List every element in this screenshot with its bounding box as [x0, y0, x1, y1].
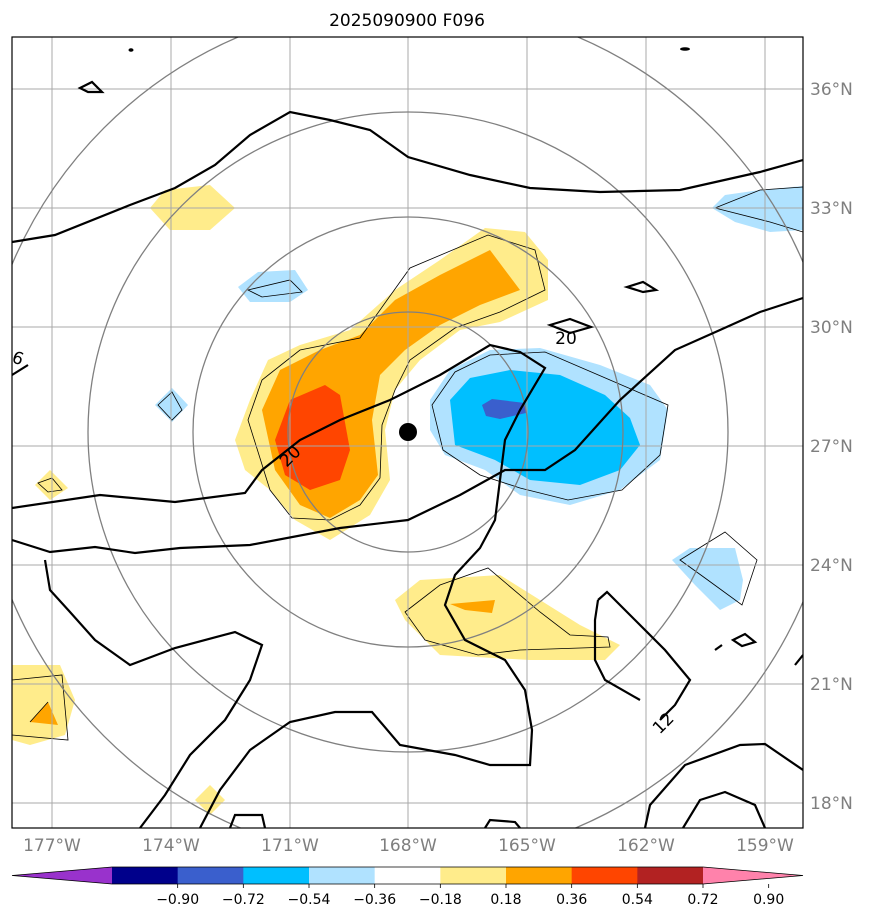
contour-small-4 [714, 632, 803, 666]
colorbar-tick-label: 0.18 [490, 892, 521, 908]
lon-label: 171°W [261, 836, 319, 856]
colorbar-segment [177, 867, 244, 884]
thin-contour-small [37, 391, 183, 493]
colorbar-extend-high [703, 867, 803, 884]
gridlines [12, 37, 803, 828]
contour-west-loop [12, 364, 264, 828]
contour-small-2 [623, 280, 660, 294]
lon-label: 162°W [617, 836, 675, 856]
map-title: 2025090900 F096 [329, 11, 485, 31]
colorbar-tick-labels: −0.90 −0.72 −0.54 −0.36 −0.18 0.18 0.36 0.54 0.7… [156, 892, 784, 908]
colorbar-segment [637, 867, 704, 884]
lat-label: 27°N [810, 437, 853, 457]
colorbar-tick-label: −0.72 [222, 892, 265, 908]
contour-label: 20 [555, 329, 577, 349]
contour-dot [128, 48, 134, 52]
colorbar-outline [11, 866, 804, 885]
thin-contour-se [679, 531, 758, 606]
lat-label: 18°N [810, 794, 853, 814]
yellow-patch-west [12, 665, 75, 745]
orange-patch-west [30, 702, 58, 725]
colorbar-segment [309, 867, 376, 884]
colorbar-tick-label: 0.72 [687, 892, 718, 908]
thin-contour-east [714, 186, 803, 233]
thin-contour-north [246, 279, 303, 298]
lat-label: 36°N [810, 80, 853, 100]
contour-20-small [546, 317, 595, 335]
colorbar-extend-low [12, 867, 112, 884]
lon-label: 174°W [142, 836, 200, 856]
lightblue-patch-east [712, 186, 803, 232]
map-area: 20 20 12 6 [12, 37, 803, 828]
contour-upper [12, 110, 803, 244]
lat-label: 24°N [810, 556, 853, 576]
colorbar-tick-label: −0.18 [419, 892, 462, 908]
colorbar-tick-label: 0.54 [622, 892, 653, 908]
contour-dot [680, 47, 690, 51]
colorbar-segment [243, 867, 310, 884]
latitude-labels: 36°N 33°N 30°N 27°N 24°N 21°N 18°N [810, 80, 853, 814]
colorbar-tick-label: 0.90 [753, 892, 784, 908]
lon-label: 165°W [498, 836, 556, 856]
lon-label: 159°W [736, 836, 794, 856]
colorbar-segments [11, 866, 804, 885]
colorbar-segment [571, 867, 638, 884]
lat-label: 33°N [810, 199, 853, 219]
red-core [275, 385, 350, 490]
contour-small-3 [77, 80, 105, 94]
lon-label: 177°W [23, 836, 81, 856]
royalblue-core [482, 399, 526, 419]
thin-contours [12, 186, 803, 741]
colorbar: −0.90 −0.72 −0.54 −0.36 −0.18 0.18 0.36 0.54 0.7… [11, 866, 804, 908]
colorbar-segment [112, 867, 179, 884]
lon-label: 168°W [379, 836, 437, 856]
colorbar-tick-label: −0.36 [353, 892, 396, 908]
thin-contour-south [404, 567, 611, 656]
colorbar-tick-label: −0.90 [156, 892, 199, 908]
yellow-patch-south [395, 575, 620, 660]
cyan-core [450, 370, 640, 485]
orange-patch-south [450, 600, 495, 613]
contour-12 [593, 590, 803, 828]
colorbar-segment [506, 867, 573, 884]
contour-20-main [12, 343, 547, 828]
colorbar-tick-label: −0.54 [288, 892, 331, 908]
thin-contour-blue [431, 351, 669, 501]
contour-mid [12, 296, 803, 555]
thin-contour-main [247, 234, 546, 521]
longitude-labels: 177°W 174°W 171°W 168°W 165°W 162°W 159°… [23, 836, 794, 856]
colorbar-segment [440, 867, 507, 884]
lightblue-patch-southeast [672, 548, 743, 610]
lat-label: 21°N [810, 675, 853, 695]
lat-label: 30°N [810, 318, 853, 338]
colorbar-ticks [177, 884, 770, 888]
contour-bottom [228, 813, 521, 828]
colorbar-tick-label: 0.36 [556, 892, 587, 908]
colorbar-segment [374, 867, 441, 884]
thick-contours [12, 80, 803, 828]
range-rings [12, 37, 803, 828]
map-frame [11, 36, 804, 829]
thin-contour-west [12, 674, 69, 741]
storm-center-marker [399, 423, 417, 441]
